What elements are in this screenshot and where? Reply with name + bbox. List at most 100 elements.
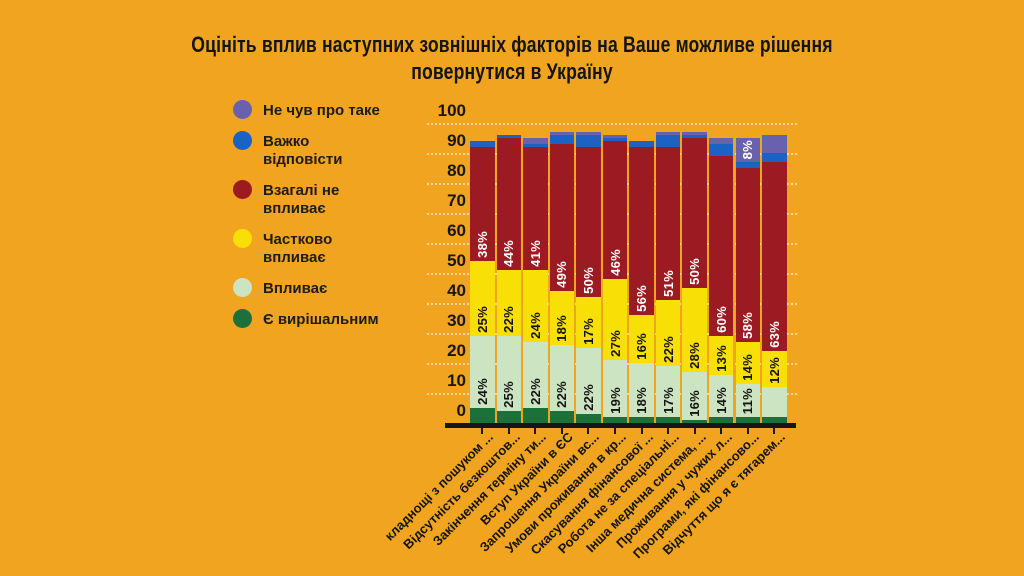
bar-segment-Впливає — [629, 363, 654, 417]
bar-segment-Впливає — [682, 372, 707, 420]
bar-segment-Впливає — [762, 387, 787, 417]
bar-segment-Взагалі не впливає — [602, 141, 628, 279]
bar-10: 14% 13% 60% — [708, 121, 734, 423]
bar-segment-Не чув про таке — [602, 135, 628, 138]
chart-legend: Не чув про таке Важко відповісти Взагалі н… — [233, 100, 387, 329]
bar-segment-Не чув про таке — [708, 138, 734, 144]
bar-segment-Взагалі не впливає — [549, 144, 575, 291]
legend-label: Впливає — [263, 280, 328, 297]
bar-segment-Важко відповісти — [523, 144, 548, 147]
legend-item: Є вирішальним — [233, 309, 387, 329]
legend-label: Не чув про таке — [263, 102, 380, 119]
x-axis-line — [445, 423, 796, 428]
bar-value-text: 22% — [501, 306, 517, 333]
bar-value-text: 24% — [527, 312, 543, 339]
bar-segment-Частково впливає — [629, 315, 654, 363]
x-axis-tick — [507, 428, 510, 434]
bar-segment-Взагалі не впливає — [682, 138, 707, 288]
x-axis-tick — [720, 428, 723, 434]
bar-7: 18% 16% 56% — [629, 121, 654, 423]
bar-segment-Не чув про таке — [762, 135, 787, 153]
bar-segment-Частково впливає — [470, 261, 495, 336]
bar-value-text: 41% — [527, 240, 543, 267]
y-axis-tick-label: 10 — [447, 371, 466, 390]
bar-value-text: 24% — [474, 378, 490, 405]
bar-segment-Є вирішальним — [470, 408, 495, 423]
legend-item: Не чув про таке — [233, 100, 387, 120]
bar-segment-Впливає — [708, 375, 734, 417]
bar-value-text: 14% — [713, 387, 729, 414]
y-axis-tick-label: 70 — [447, 191, 466, 210]
y-axis-tick-label: 40 — [447, 281, 466, 300]
bar-segment-Не чув про таке — [576, 132, 601, 135]
x-axis-tick — [640, 428, 643, 434]
y-axis-tick-label: 20 — [447, 341, 466, 360]
bar-segment-Є вирішальним — [655, 417, 681, 423]
bar-value-text: 46% — [607, 249, 623, 276]
bar-segment-Важко відповісти — [629, 141, 654, 147]
bar-value-text: 22% — [527, 378, 543, 405]
bar-value-text: 18% — [634, 387, 650, 414]
bar-value-text: 16% — [634, 333, 650, 360]
bar-segment-Не чув про таке — [682, 132, 707, 135]
bar-segment-Є вирішальним — [549, 411, 575, 423]
legend-swatch-icon — [233, 309, 252, 328]
bar-segment-Частково впливає — [602, 279, 628, 360]
y-axis-tick-label: 60 — [447, 221, 466, 240]
bar-2: 25% 22% 44% — [496, 121, 522, 423]
x-axis-tick — [746, 428, 749, 434]
bar-segment-Взагалі не впливає — [735, 168, 760, 342]
bar-value-text: 22% — [554, 381, 570, 408]
legend-item: Важко відповісти — [233, 131, 387, 169]
bar-segment-Взагалі не впливає — [708, 156, 734, 336]
bar-value-text: 22% — [660, 336, 676, 363]
bar-11: 11% 14% 58% 8% — [735, 121, 760, 423]
bar-segment-Частково впливає — [549, 291, 575, 345]
bar-segment-Взагалі не впливає — [655, 147, 681, 300]
chart-title-line-2: повернутися в Україну — [411, 59, 613, 84]
bar-8: 17% 22% 51% — [655, 121, 681, 423]
bar-segment-Не чув про таке — [655, 132, 681, 135]
legend-label: Є вирішальним — [263, 311, 379, 328]
bar-segment-Частково впливає — [682, 288, 707, 372]
legend-swatch-icon — [233, 278, 252, 297]
bar-segment-Впливає — [470, 336, 495, 408]
bar-segment-Важко відповісти — [762, 153, 787, 162]
bar-value-text: 56% — [634, 285, 650, 312]
bar-segment-Взагалі не впливає — [762, 162, 787, 351]
bar-segment-Частково впливає — [496, 270, 522, 336]
bar-value-text: 38% — [474, 231, 490, 258]
bar-value-text: 27% — [607, 330, 623, 357]
bar-segment-Впливає — [576, 348, 601, 414]
bar-segment-Важко відповісти — [602, 138, 628, 141]
bar-segment-Важко відповісти — [549, 135, 575, 144]
x-axis-tick — [667, 428, 670, 434]
bar-value-text: 58% — [740, 312, 756, 339]
bar-segment-Взагалі не впливає — [629, 147, 654, 315]
bar-3: 22% 24% 41% — [523, 121, 548, 423]
legend-item: Частково впливає — [233, 229, 387, 267]
y-axis-tick-label: 0 — [456, 401, 466, 420]
bar-value-text: 60% — [713, 306, 729, 333]
bar-value-text: 8% — [740, 139, 756, 159]
bar-value-text: 12% — [766, 357, 782, 384]
bar-segment-Не чув про таке — [549, 132, 575, 135]
bar-5: 22% 17% 50% — [576, 121, 601, 423]
bar-value-text: 25% — [501, 381, 517, 408]
bar-value-text: 18% — [554, 315, 570, 342]
bar-value-text: 28% — [687, 342, 703, 369]
legend-item: Впливає — [233, 278, 387, 298]
x-axis-tick — [534, 428, 537, 434]
bar-value-text: 16% — [687, 390, 703, 417]
gridline-100 — [427, 123, 797, 125]
bar-value-text: 14% — [740, 354, 756, 381]
legend-swatch-icon — [233, 180, 252, 199]
bar-6: 19% 27% 46% — [602, 121, 628, 423]
chart-title-line-1: Оцініть вплив наступних зовнішніх фактор… — [191, 32, 833, 57]
bar-value-text: 17% — [660, 387, 676, 414]
bar-segment-Є вирішальним — [496, 411, 522, 423]
bar-value-text: 11% — [740, 387, 756, 414]
bar-segment-Є вирішальним — [602, 417, 628, 423]
legend-item: Взагалі не впливає — [233, 180, 387, 218]
